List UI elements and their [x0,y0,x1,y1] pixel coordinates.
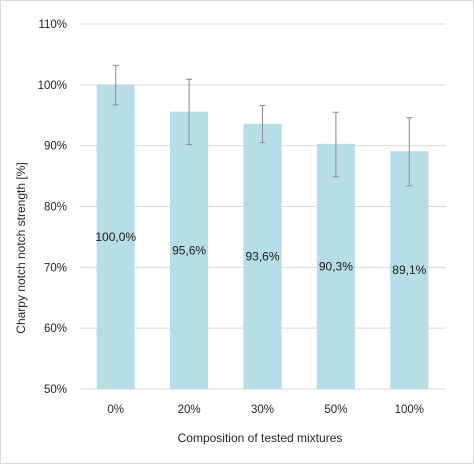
data-label: 89,1% [392,263,426,277]
x-axis-title: Composition of tested mixtures [178,431,343,445]
y-tick-label: 100% [38,80,67,92]
data-label: 95,6% [172,243,206,257]
y-tick-labels: 50% 60% 70% 80% 90% 100% 110% [38,19,67,396]
x-tick-label: 0% [107,404,124,416]
data-labels: 100,0% 95,6% 93,6% 90,3% 89,1% [95,230,426,277]
bars [96,84,429,390]
y-tick-label: 60% [44,323,67,335]
data-label: 100,0% [95,230,136,244]
data-label: 93,6% [245,249,279,263]
bar [170,111,209,389]
x-tick-label: 50% [324,404,347,416]
x-tick-label: 30% [251,404,274,416]
y-tick-label: 90% [44,141,67,153]
bar [316,143,355,389]
y-tick-label: 50% [44,384,67,396]
bar [96,84,135,389]
y-tick-label: 80% [44,202,67,214]
y-axis-title: Charpy notch notch strength [%] [14,162,28,333]
error-bars [112,64,413,187]
y-tick-label: 70% [44,262,67,274]
y-tick-label: 110% [38,19,67,31]
x-tick-label: 20% [178,404,201,416]
bar [243,123,282,390]
x-tick-label: 100% [395,404,424,416]
bar [390,151,429,389]
data-label: 90,3% [319,259,353,273]
x-tick-labels: 0% 20% 30% 50% 100% [107,404,424,416]
